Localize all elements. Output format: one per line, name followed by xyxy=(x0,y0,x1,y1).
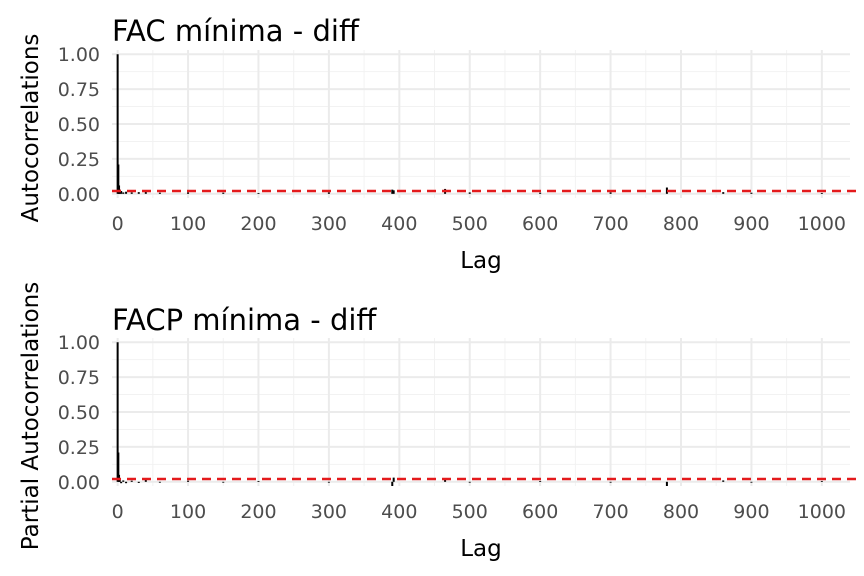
acf-y-axis-title: Autocorrelations xyxy=(18,34,44,223)
acf-x-tick-label: 1000 xyxy=(798,213,846,235)
pacf-y-tick-label: 0.00 xyxy=(58,472,100,494)
acf-x-tick-label: 100 xyxy=(170,213,206,235)
acf-x-tick-label: 600 xyxy=(522,213,558,235)
acf-x-tick-label: 800 xyxy=(663,213,699,235)
acf-title: FAC mínima - diff xyxy=(112,14,360,48)
pacf-x-tick-label: 100 xyxy=(170,501,206,523)
pacf-gridlines xyxy=(112,338,850,486)
pacf-panel: FACP mínima - diff Lag Partial Autocorre… xyxy=(18,282,856,562)
pacf-x-tick-label: 200 xyxy=(240,501,276,523)
acf-x-tick-label: 700 xyxy=(592,213,628,235)
pacf-x-tick-label: 300 xyxy=(311,501,347,523)
pacf-y-tick-label: 0.50 xyxy=(58,402,100,424)
acf-x-tick-label: 300 xyxy=(311,213,347,235)
pacf-x-tick-label: 1000 xyxy=(798,501,846,523)
pacf-y-tick-label: 0.25 xyxy=(58,437,100,459)
pacf-y-tick-label: 0.75 xyxy=(58,367,100,389)
pacf-x-tick-label: 0 xyxy=(112,501,124,523)
acf-y-tick-label: 0.75 xyxy=(58,79,100,101)
acf-y-tick-label: 0.00 xyxy=(58,184,100,206)
acf-gridlines xyxy=(112,50,850,198)
pacf-x-tick-label: 400 xyxy=(381,501,417,523)
acf-x-axis-title: Lag xyxy=(460,248,502,274)
acf-x-tick-label: 900 xyxy=(733,213,769,235)
pacf-x-tick-label: 800 xyxy=(663,501,699,523)
pacf-x-axis-title: Lag xyxy=(460,536,502,562)
acf-x-tick-label: 500 xyxy=(452,213,488,235)
pacf-x-tick-label: 900 xyxy=(733,501,769,523)
pacf-title: FACP mínima - diff xyxy=(112,303,377,337)
acf-stems xyxy=(116,54,823,194)
acf-y-tick-label: 1.00 xyxy=(58,44,100,66)
acf-y-tick-label: 0.50 xyxy=(58,114,100,136)
acf-x-tick-label: 200 xyxy=(240,213,276,235)
pacf-x-tick-label: 500 xyxy=(452,501,488,523)
pacf-x-tick-label: 600 xyxy=(522,501,558,523)
acf-panel: FAC mínima - diff Lag Autocorrelations 0… xyxy=(18,14,856,274)
acf-y-tick-label: 0.25 xyxy=(58,149,100,171)
acf-x-tick-label: 0 xyxy=(112,213,124,235)
pacf-y-tick-label: 1.00 xyxy=(58,332,100,354)
pacf-x-tick-label: 700 xyxy=(592,501,628,523)
acf-x-tick-label: 400 xyxy=(381,213,417,235)
pacf-y-axis-title: Partial Autocorrelations xyxy=(18,282,44,550)
